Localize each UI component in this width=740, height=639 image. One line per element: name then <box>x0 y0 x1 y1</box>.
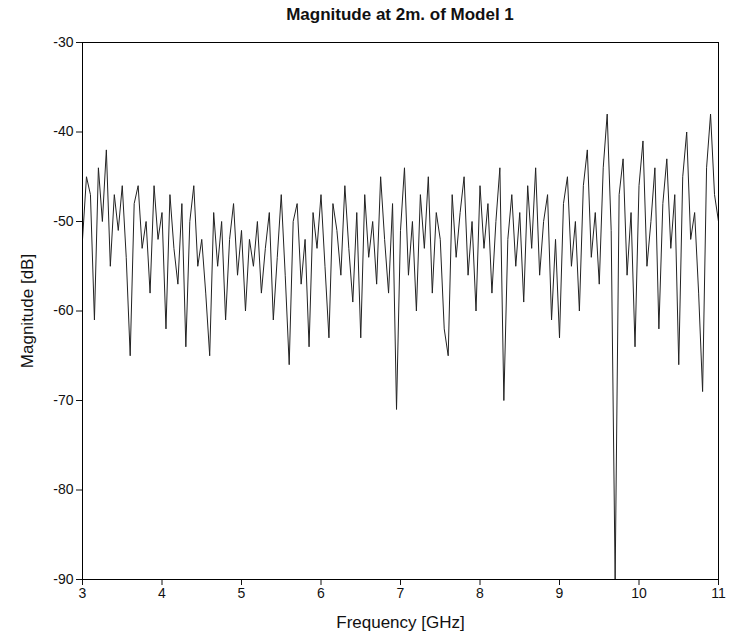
svg-text:-70: -70 <box>53 392 73 408</box>
svg-text:-60: -60 <box>53 302 73 318</box>
svg-text:8: 8 <box>476 585 484 601</box>
html-text:Magnitude at 2m. of Model 1: Magnitude at 2m. of Model 1 <box>286 5 514 24</box>
svg-text:-80: -80 <box>53 481 73 497</box>
svg-text:9: 9 <box>556 585 564 601</box>
svg-text:-40: -40 <box>53 123 73 139</box>
svg-text:5: 5 <box>238 585 246 601</box>
svg-text:6: 6 <box>317 585 325 601</box>
svg-text:-90: -90 <box>53 571 73 587</box>
svg-text:4: 4 <box>158 585 166 601</box>
svg-text:-30: -30 <box>53 34 73 50</box>
svg-text:10: 10 <box>631 585 647 601</box>
svg-text:11: 11 <box>711 585 726 601</box>
svg-text:3: 3 <box>79 585 87 601</box>
svg-text:7: 7 <box>397 585 405 601</box>
svg-text:Magnitude [dB]: Magnitude [dB] <box>18 254 37 368</box>
svg-text:Frequency [GHz]: Frequency [GHz] <box>336 613 465 632</box>
svg-text:-50: -50 <box>53 213 73 229</box>
